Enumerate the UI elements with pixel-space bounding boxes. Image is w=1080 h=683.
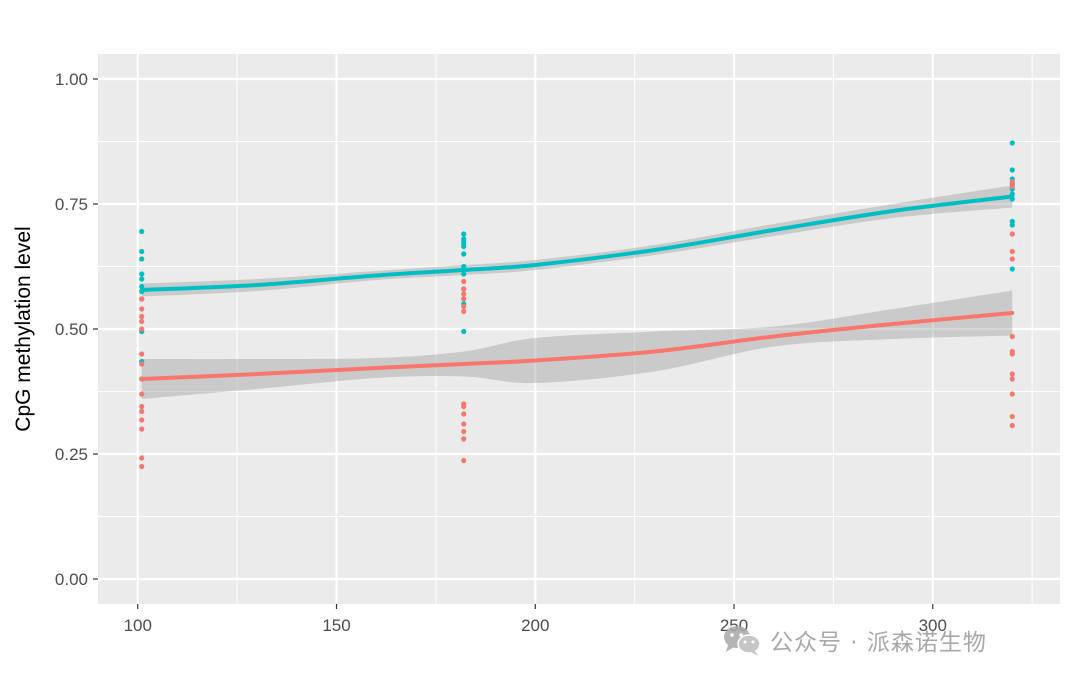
y-tick-label: 1.00 (55, 70, 88, 89)
data-point (461, 303, 467, 310)
data-point (461, 411, 467, 417)
data-point (1009, 391, 1015, 397)
data-point (461, 278, 467, 285)
data-point (1009, 422, 1015, 429)
watermark-text: 公众号 · 派森诺生物 (770, 630, 987, 656)
data-point (1009, 266, 1015, 272)
data-point (139, 313, 145, 320)
data-point (139, 271, 145, 277)
y-tick-label: 0.75 (55, 195, 88, 214)
data-point (139, 455, 145, 461)
data-point (1009, 351, 1015, 357)
data-point (139, 326, 145, 332)
x-tick-label: 100 (124, 616, 152, 635)
data-point (139, 276, 145, 282)
y-tick-label: 0.25 (55, 445, 88, 464)
smooth-line-1 (139, 311, 1015, 381)
data-point (1009, 413, 1015, 420)
wechat-icon (724, 626, 761, 656)
watermark: 公众号 · 派森诺生物 (722, 620, 987, 660)
data-point (461, 296, 467, 302)
data-points (139, 140, 1015, 470)
data-point (139, 306, 145, 312)
data-point (1009, 231, 1015, 237)
data-point (461, 308, 467, 315)
data-point (1009, 256, 1015, 262)
data-point (461, 457, 467, 464)
data-point (461, 286, 467, 292)
x-tick-label: 200 (521, 616, 549, 635)
data-point (139, 463, 145, 470)
data-point (139, 296, 145, 302)
data-point (139, 426, 145, 432)
data-point (461, 271, 467, 277)
data-point (139, 256, 145, 262)
data-point (1009, 248, 1015, 255)
data-point (139, 403, 145, 410)
x-axis: 100 150 200 250 300 (124, 604, 947, 635)
data-point (139, 391, 145, 397)
data-point (139, 351, 145, 357)
data-point (461, 263, 467, 270)
data-point (461, 421, 467, 427)
data-point (461, 251, 467, 257)
data-point (1009, 376, 1015, 382)
smooth-line-0 (139, 194, 1015, 292)
data-point (1009, 371, 1015, 377)
data-point (461, 231, 467, 237)
data-point (1009, 333, 1015, 340)
data-point (1009, 167, 1015, 173)
data-point (461, 436, 467, 442)
data-point (139, 228, 145, 235)
data-point (461, 243, 467, 250)
y-axis-title: CpG methylation level (12, 226, 35, 431)
data-point (139, 408, 145, 415)
data-point (461, 428, 467, 435)
data-point (139, 361, 145, 367)
data-point (1009, 140, 1015, 146)
x-tick-label: 300 (919, 616, 947, 635)
data-point (461, 403, 467, 410)
data-point (461, 328, 467, 335)
data-point (1009, 222, 1015, 228)
data-point (461, 291, 467, 297)
data-point (1009, 183, 1015, 190)
data-point (1009, 178, 1015, 185)
confidence-band-1 (141, 290, 1013, 399)
y-axis: 0.00 0.25 0.50 0.75 1.00 (55, 70, 98, 589)
x-tick-label: 150 (322, 616, 350, 635)
grid-major (98, 54, 1060, 604)
y-tick-label: 0.50 (55, 320, 88, 339)
data-point (139, 283, 145, 290)
data-point (139, 318, 145, 325)
y-tick-label: 0.00 (55, 570, 88, 589)
smooth-lines (139, 194, 1015, 381)
data-point (139, 248, 145, 255)
data-point (139, 417, 145, 423)
